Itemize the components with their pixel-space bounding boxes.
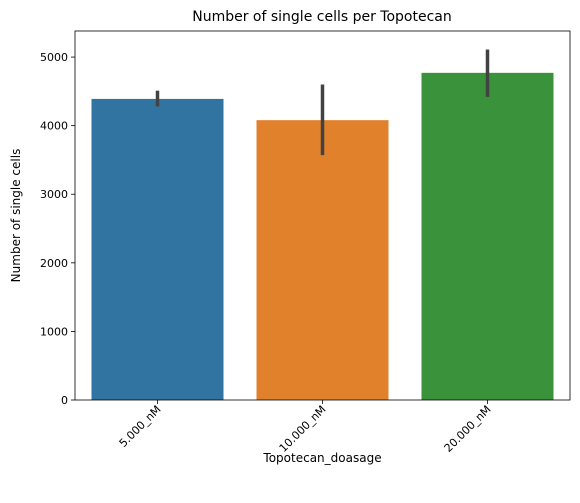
bar (91, 98, 224, 400)
y-axis-label: Number of single cells (9, 149, 23, 283)
x-tick-label: 20.000_nM (442, 403, 494, 455)
bar (421, 72, 554, 400)
x-tick-label: 10.000_nM (277, 403, 329, 455)
bar (256, 120, 389, 400)
y-tick-label: 3000 (40, 188, 68, 201)
y-tick-label: 4000 (40, 120, 68, 133)
y-axis-ticks: 0 1000 2000 3000 4000 5000 (40, 51, 75, 407)
chart-title: Number of single cells per Topotecan (192, 9, 452, 25)
y-tick-label: 0 (61, 394, 68, 407)
error-bars-group (155, 49, 490, 156)
x-axis-ticks: 5.000_nM 10.000_nM 20.000_nM (117, 400, 494, 455)
y-tick-label: 5000 (40, 51, 68, 64)
x-tick-label: 5.000_nM (117, 403, 164, 450)
y-tick-label: 2000 (40, 257, 68, 270)
x-axis-label: Topotecan_doasage (262, 451, 381, 465)
plot-frame (74, 30, 571, 401)
bars-group (91, 72, 554, 400)
y-tick-label: 1000 (40, 325, 68, 338)
